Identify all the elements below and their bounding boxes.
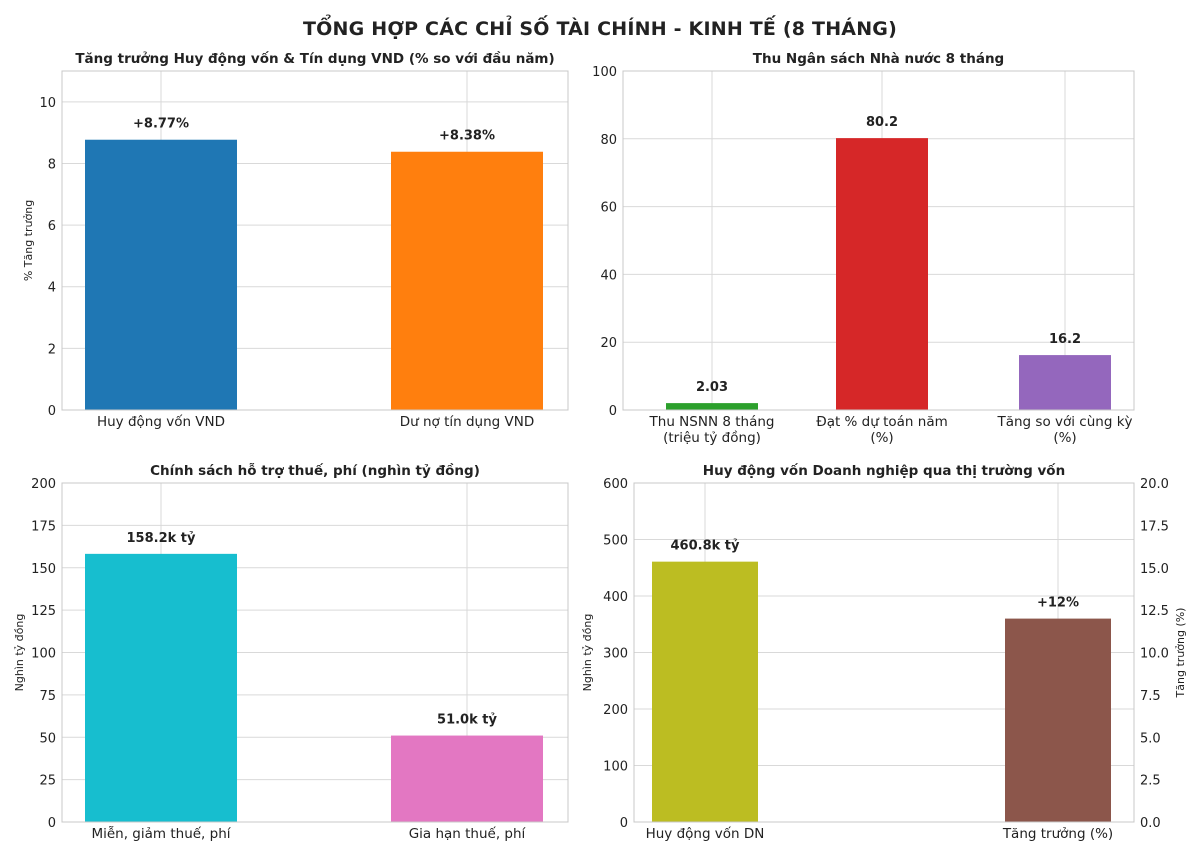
bar (1019, 355, 1111, 410)
bar-value-label: 460.8k tỷ (671, 539, 741, 554)
x-tick-label: Dư nợ tín dụng VND (400, 414, 535, 430)
y-right-tick-label: 15.0 (1140, 562, 1169, 577)
y-tick-label: 0 (609, 404, 617, 419)
y-tick-label: 0 (48, 404, 56, 419)
x-tick-label: (triệu tỷ đồng) (663, 429, 761, 446)
y-tick-label: 200 (603, 703, 628, 718)
bar-value-label: +8.38% (439, 129, 495, 144)
bar (391, 735, 543, 822)
plot-frame (61, 482, 569, 823)
x-tick-label: Gia hạn thuế, phí (409, 825, 527, 842)
y-right-tick-label: 0.0 (1140, 816, 1161, 831)
plot-frame (61, 70, 569, 411)
y-right-tick-label: 20.0 (1140, 477, 1169, 492)
bar-value-label: 158.2k tỷ (127, 531, 197, 546)
chart-title: Huy động vốn Doanh nghiệp qua thị trường… (703, 462, 1065, 479)
y-tick-label: 8 (48, 157, 56, 172)
y-right-tick-label: 10.0 (1140, 647, 1169, 662)
y-tick-label: 2 (48, 342, 56, 357)
x-tick-label: Miễn, giảm thuế, phí (91, 825, 231, 842)
figure-title: TỔNG HỢP CÁC CHỈ SỐ TÀI CHÍNH - KINH TẾ … (303, 18, 897, 40)
x-tick-label: Tăng trưởng (%) (1002, 826, 1113, 842)
chart-title: Thu Ngân sách Nhà nước 8 tháng (753, 51, 1004, 67)
bar-value-label: 16.2 (1049, 332, 1081, 347)
y-tick-label: 600 (603, 477, 628, 492)
y-tick-label: 500 (603, 534, 628, 549)
bar-value-label: 2.03 (696, 380, 728, 395)
y-axis-label: % Tăng trưởng (22, 200, 35, 281)
y-tick-label: 20 (600, 336, 617, 351)
y-right-tick-label: 17.5 (1140, 519, 1169, 534)
bar-value-label: +12% (1037, 596, 1079, 611)
x-tick-label: Huy động vốn VND (97, 413, 225, 430)
y-tick-label: 25 (39, 774, 56, 789)
x-tick-label: Tăng so với cùng kỳ (996, 414, 1132, 430)
plot-frame (633, 482, 1135, 823)
y-tick-label: 175 (31, 519, 56, 534)
y-tick-label: 100 (592, 65, 617, 80)
y-tick-label: 75 (39, 689, 56, 704)
bar (836, 138, 928, 410)
bar-value-label: +8.77% (133, 117, 189, 132)
y-tick-label: 150 (31, 562, 56, 577)
bar (85, 553, 237, 822)
bar (85, 139, 237, 410)
y-right-tick-label: 2.5 (1140, 774, 1161, 789)
y-tick-label: 4 (48, 281, 56, 296)
y-tick-label: 80 (600, 133, 617, 148)
bar (1005, 618, 1111, 822)
x-tick-label: Huy động vốn DN (646, 825, 765, 842)
y-right-tick-label: 5.0 (1140, 731, 1161, 746)
y-tick-label: 6 (48, 219, 56, 234)
y-tick-label: 200 (31, 477, 56, 492)
y-tick-label: 40 (600, 268, 617, 283)
chart-title: Tăng trưởng Huy động vốn & Tín dụng VND … (75, 50, 554, 67)
y-tick-label: 125 (31, 604, 56, 619)
y-tick-label: 300 (603, 647, 628, 662)
bar-value-label: 80.2 (866, 115, 898, 130)
y-tick-label: 100 (31, 647, 56, 662)
x-tick-label: Đạt % dự toán năm (816, 414, 948, 430)
bar (391, 151, 543, 410)
y-tick-label: 50 (39, 731, 56, 746)
y-tick-label: 60 (600, 201, 617, 216)
x-tick-label: Thu NSNN 8 tháng (649, 414, 775, 430)
y-tick-label: 0 (48, 816, 56, 831)
bar (666, 403, 758, 410)
y-tick-label: 10 (39, 96, 56, 111)
y-right-tick-label: 7.5 (1140, 689, 1161, 704)
y-right-tick-label: 12.5 (1140, 604, 1169, 619)
y-tick-label: 400 (603, 590, 628, 605)
x-tick-label: (%) (1053, 430, 1076, 446)
x-tick-label: (%) (870, 430, 893, 446)
y-tick-label: 0 (620, 816, 628, 831)
bar (652, 561, 758, 822)
plot-frame (622, 70, 1135, 411)
y-axis-label: Nghìn tỷ đồng (581, 614, 594, 692)
bar-value-label: 51.0k tỷ (437, 713, 497, 728)
y-tick-label: 100 (603, 760, 628, 775)
y-axis-label: Nghìn tỷ đồng (13, 614, 26, 692)
chart-title: Chính sách hỗ trợ thuế, phí (nghìn tỷ đồ… (150, 462, 480, 479)
y-right-axis-label: Tăng trưởng (%) (1174, 608, 1187, 699)
